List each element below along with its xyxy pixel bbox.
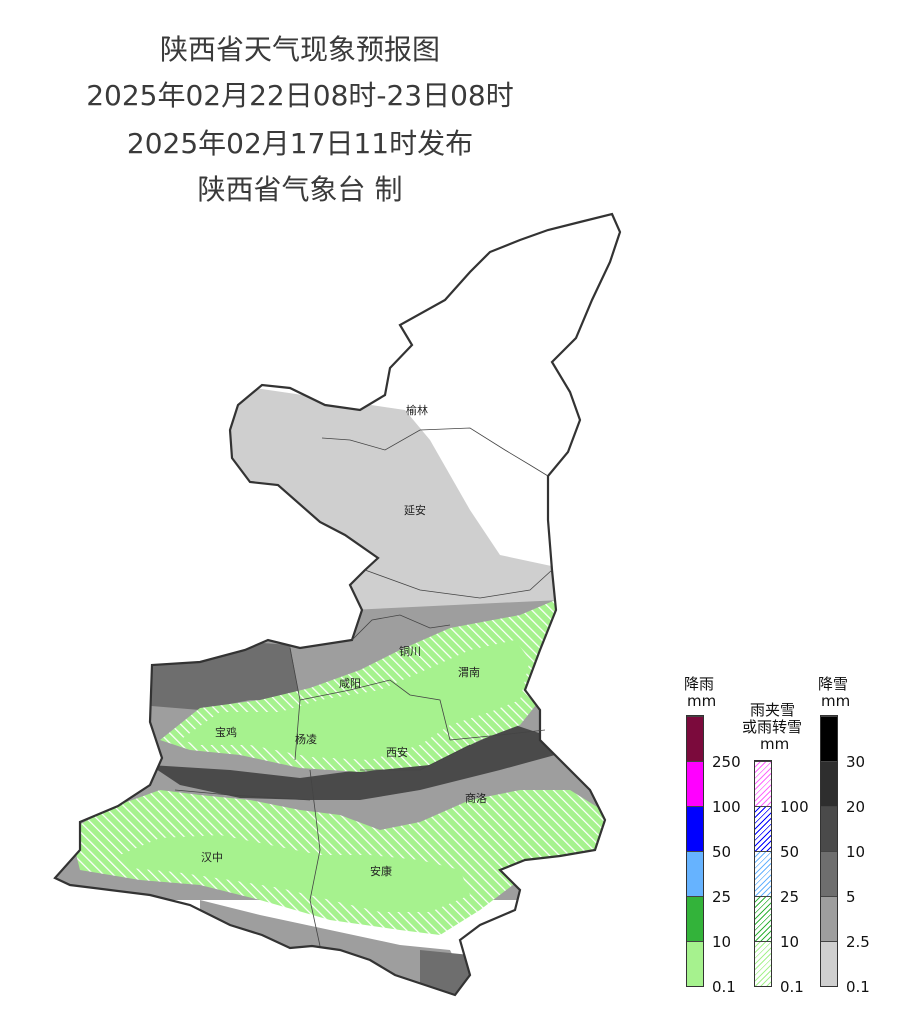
legend-snow-label: 0.1 (846, 978, 870, 996)
legend-rain-swatch (687, 896, 703, 941)
legend-rain-unit: mm (687, 692, 717, 710)
legend-snow-label: 2.5 (846, 933, 870, 951)
legend-rain-swatch (687, 851, 703, 896)
legend-mixed-label: 25 (780, 888, 800, 906)
legend-snow-swatch (821, 851, 837, 896)
issuing-agency: 陕西省气象台 制 (197, 173, 403, 206)
legend-mixed-swatch (755, 851, 771, 896)
legend-snow-label: 10 (846, 843, 866, 861)
legend-mixed-unit: mm (760, 735, 790, 753)
legend-snow-swatch (821, 941, 837, 986)
legend-mixed-swatch (755, 806, 771, 851)
legend-mixed-colorbar (754, 760, 772, 987)
city-label-yangling: 杨凌 (295, 733, 317, 746)
city-label-hanzhong: 汉中 (201, 851, 223, 864)
city-label-weinan: 渭南 (458, 666, 480, 679)
legend-rain-title: 降雨 (684, 675, 715, 693)
legend-snow-swatch (821, 761, 837, 806)
issue-time: 2025年02月17日11时发布 (126, 127, 474, 160)
city-label-baoji: 宝鸡 (215, 726, 237, 739)
legend-rain-label: 10 (712, 933, 732, 951)
legend-rain-label: 250 (712, 753, 741, 771)
legend-mixed-subtitle: 或雨转雪 (742, 718, 803, 736)
legend-mixed-label: 100 (780, 798, 809, 816)
legend-mixed-swatch (755, 761, 771, 806)
legend-snow-title: 降雪 (818, 675, 849, 693)
legend-rain-swatch (687, 806, 703, 851)
legend-mixed-title: 雨夹雪 (750, 701, 796, 719)
legend-snow-swatch (821, 896, 837, 941)
legend-rain-label: 100 (712, 798, 741, 816)
legend-mixed-label: 0.1 (780, 978, 804, 996)
legend-rain-label: 0.1 (712, 978, 736, 996)
legend-rain-label: 25 (712, 888, 732, 906)
legend-mixed-swatch (755, 941, 771, 986)
city-label-yulin: 榆林 (406, 404, 428, 417)
legend-snow-swatch (821, 806, 837, 851)
city-label-ankang: 安康 (370, 865, 392, 878)
legend-rain-swatch (687, 941, 703, 986)
city-label-xianyang: 咸阳 (339, 677, 361, 690)
legend-mixed-swatch (755, 896, 771, 941)
forecast-period: 2025年02月22日08时-23日08时 (86, 79, 514, 112)
city-label-tongchuan: 铜川 (399, 645, 421, 658)
legend-snow-colorbar (820, 715, 838, 987)
legend-rain-swatch (687, 716, 703, 761)
legend-rain-label: 50 (712, 843, 732, 861)
legend-snow-swatch (821, 716, 837, 761)
legend-mixed-label: 10 (780, 933, 800, 951)
legend-snow-label: 5 (846, 888, 856, 906)
city-label-yanan: 延安 (404, 504, 426, 517)
legend-rain-swatch (687, 761, 703, 806)
legend-snow-label: 20 (846, 798, 866, 816)
legend-rain-colorbar (686, 715, 704, 987)
legend-snow-unit: mm (821, 692, 851, 710)
city-label-xian: 西安 (386, 746, 408, 759)
city-label-shangluo: 商洛 (465, 792, 487, 805)
map-title: 陕西省天气现象预报图 (159, 33, 440, 66)
legend-snow-label: 30 (846, 753, 866, 771)
legend-mixed-label: 50 (780, 843, 800, 861)
